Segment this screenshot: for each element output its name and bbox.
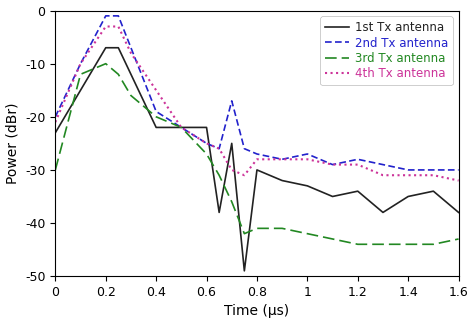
Y-axis label: Power (dBr): Power (dBr) (6, 103, 19, 184)
Legend: 1st Tx antenna, 2nd Tx antenna, 3rd Tx antenna, 4th Tx antenna: 1st Tx antenna, 2nd Tx antenna, 3rd Tx a… (320, 17, 453, 85)
X-axis label: Time (μs): Time (μs) (224, 305, 290, 318)
